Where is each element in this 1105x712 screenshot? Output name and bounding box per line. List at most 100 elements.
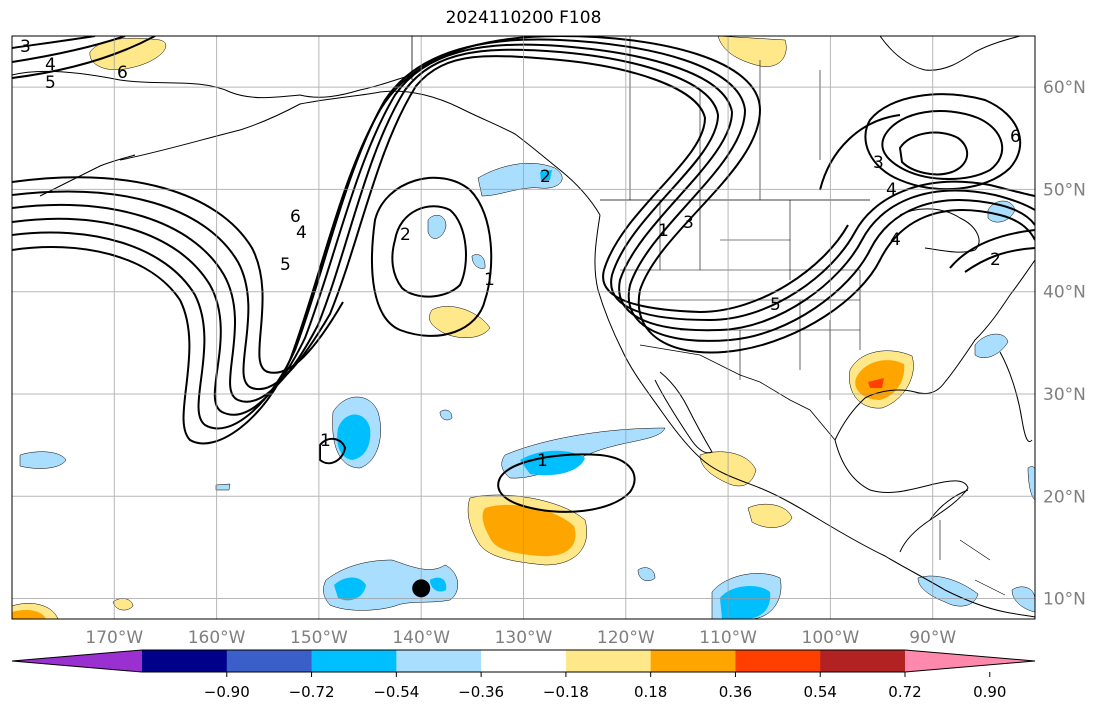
- longitude-label: 90°W: [909, 628, 956, 648]
- contour-label: 1: [484, 270, 495, 290]
- negative-anomaly-region: [19, 451, 67, 469]
- colorbar-tick-label: −0.72: [289, 683, 335, 701]
- colorbar-tick-label: −0.90: [204, 683, 250, 701]
- colorbar-tick-label: −0.36: [458, 683, 504, 701]
- latitude-label: 30°N: [1043, 385, 1086, 405]
- longitude-label: 110°W: [699, 628, 757, 648]
- colorbar-segment: [820, 650, 906, 672]
- contour-labels: 3 4 5 6 6 4 5 2 1 1 1 2 1 3 5 3 4 4 6 2: [20, 37, 1021, 471]
- closed-contour-midpacific: [371, 176, 493, 337]
- north-america-west-coast: [594, 214, 1035, 618]
- great-lakes: [899, 208, 980, 253]
- contour-line-4: [12, 48, 1035, 403]
- contour-label: 5: [45, 73, 56, 93]
- negative-anomaly-region: [439, 409, 453, 421]
- canada-province-lines: [629, 36, 821, 200]
- baja-california: [654, 371, 713, 454]
- negative-anomaly-region: [334, 577, 366, 601]
- florida: [999, 351, 1033, 443]
- closed-contour-small: [319, 437, 347, 465]
- colorbar-segment: [481, 650, 567, 672]
- contour-label: 2: [400, 225, 411, 245]
- positive-anomaly-region: [482, 504, 576, 557]
- mexico-east-coast: [834, 439, 969, 553]
- positive-anomaly-region: [429, 306, 491, 338]
- colorbar-outline: [11, 649, 1036, 673]
- colorbar-segment: [735, 650, 821, 672]
- contour-label: 5: [770, 295, 781, 315]
- colorbar-tick-label: 0.54: [804, 683, 837, 701]
- contour-label: 4: [890, 230, 901, 250]
- colorbar-tick-label: 0.72: [888, 683, 921, 701]
- contour-line-6: [12, 176, 344, 374]
- negative-anomaly-region: [974, 333, 1009, 358]
- latitude-label: 50°N: [1043, 180, 1086, 200]
- negative-anomaly-region: [720, 586, 771, 619]
- contour-label: 3: [20, 37, 31, 57]
- colorbar-tick-label: 0.36: [719, 683, 752, 701]
- colorbar-tick-label: 0.90: [973, 683, 1006, 701]
- latitude-label: 20°N: [1043, 487, 1086, 507]
- latitude-label: 10°N: [1043, 590, 1086, 610]
- colorbar-segment: [311, 650, 397, 672]
- positive-anomaly-region: [868, 378, 884, 388]
- contour-label: 6: [117, 63, 128, 83]
- colorbar-segment: [396, 650, 482, 672]
- contour-northeast-arc-2: [949, 229, 1035, 269]
- contour-line-1: [12, 36, 1035, 445]
- colorbar-tick-label: −0.54: [373, 683, 419, 701]
- coastline-layer: [12, 36, 1035, 618]
- closed-contour-midpacific-inner: [391, 205, 467, 298]
- contour-layer: [12, 36, 1035, 513]
- colorbar-extension-low: [12, 650, 142, 672]
- positive-anomaly-region: [12, 610, 46, 619]
- hudson-bay: [879, 36, 1021, 71]
- plot-frame: [11, 35, 1036, 620]
- contour-label: 4: [886, 180, 897, 200]
- gridlines: [12, 36, 1035, 619]
- colorbar-tick-label: 0.18: [634, 683, 667, 701]
- longitude-label: 160°W: [188, 628, 246, 648]
- contour-label: 4: [45, 55, 56, 75]
- contour-label: 2: [540, 167, 551, 187]
- negative-anomaly-region: [1027, 466, 1035, 501]
- longitude-label: 170°W: [85, 628, 143, 648]
- contour-alaska-top-3: [12, 36, 156, 79]
- us-mexico-border: [639, 344, 836, 441]
- longitude-label: 120°W: [597, 628, 655, 648]
- map-title: 2024110200 F108: [445, 8, 602, 28]
- contour-label: 1: [320, 431, 331, 451]
- negative-anomaly-region: [637, 567, 656, 581]
- colorbar-extension-high: [905, 650, 1035, 672]
- negative-anomaly-region: [430, 577, 447, 592]
- contour-label: 1: [658, 221, 669, 241]
- longitude-label: 130°W: [495, 628, 553, 648]
- location-marker: [412, 579, 431, 598]
- negative-anomaly-region: [471, 254, 486, 269]
- colorbar-segment: [565, 650, 652, 672]
- longitude-label: 150°W: [290, 628, 348, 648]
- contour-label: 5: [280, 255, 291, 275]
- contour-line-3: [12, 43, 1035, 416]
- aleutian-islands: [39, 154, 136, 197]
- colorbar-segment: [650, 650, 736, 672]
- us-east-coast: [944, 259, 1035, 383]
- closed-contour-tropical: [497, 453, 636, 513]
- negative-anomaly-region: [520, 450, 585, 476]
- negative-anomaly-region: [477, 163, 563, 197]
- contour-label: 3: [873, 153, 884, 173]
- longitude-label: 140°W: [392, 628, 450, 648]
- contour-label: 1: [537, 451, 548, 471]
- contour-label: 3: [683, 213, 694, 233]
- negative-anomaly-region: [215, 483, 231, 491]
- colorbar-segment: [142, 650, 228, 672]
- contour-alaska-top: [12, 36, 96, 49]
- contour-label: 2: [990, 250, 1001, 270]
- negative-anomaly-region: [540, 170, 552, 180]
- closed-low-northeast-core: [898, 131, 968, 176]
- latitude-label: 60°N: [1043, 78, 1086, 98]
- negative-anomaly-region: [1011, 586, 1035, 613]
- contour-label: 4: [296, 223, 307, 243]
- colorbar: −0.90 −0.72 −0.54 −0.36 −0.18 0.18 0.36 0.54 0.7…: [11, 649, 1036, 701]
- alaska-coastline: [12, 70, 413, 99]
